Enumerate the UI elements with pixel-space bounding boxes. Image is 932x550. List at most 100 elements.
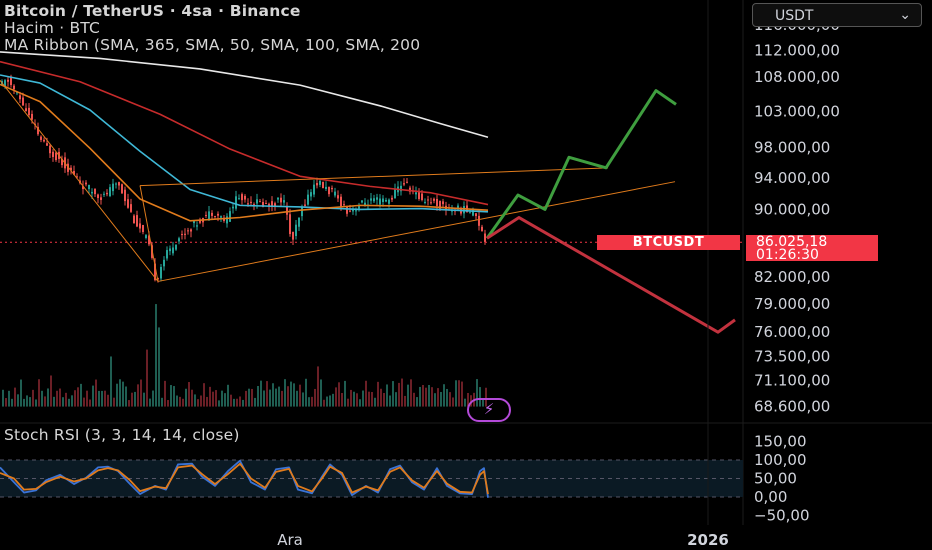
- volume-bar: [212, 391, 214, 407]
- volume-bar: [167, 400, 169, 407]
- volume-bar: [5, 398, 7, 407]
- volume-bar: [38, 379, 40, 407]
- volume-bar: [368, 391, 370, 407]
- volume-bar: [446, 388, 448, 407]
- chart-title: Bitcoin / TetherUS · 4sa · Binance: [4, 2, 301, 20]
- candle-body: [199, 220, 201, 223]
- candle-body: [235, 196, 237, 209]
- candle-body: [313, 184, 315, 195]
- volume-bar: [74, 390, 76, 407]
- volume-bar: [266, 381, 268, 407]
- candle-body: [241, 194, 243, 201]
- volume-bar: [179, 396, 181, 407]
- candle-body: [181, 233, 183, 235]
- volume-bar: [344, 380, 346, 407]
- candle-body: [124, 189, 126, 202]
- candle-body: [25, 108, 27, 112]
- candle-body: [253, 204, 255, 206]
- candle-body: [331, 187, 333, 190]
- volume-bar: [59, 388, 61, 407]
- volume-bar: [101, 390, 103, 407]
- volume-bar: [44, 396, 46, 407]
- volume-bar: [200, 395, 202, 407]
- candle-body: [13, 85, 15, 90]
- volume-bar: [317, 366, 319, 407]
- volume-bar: [77, 387, 79, 407]
- candle-body: [43, 139, 45, 142]
- volume-bar: [161, 397, 163, 407]
- volume-bar: [155, 304, 157, 407]
- volume-bar: [467, 392, 469, 407]
- volume-bar: [80, 383, 82, 407]
- lightning-icon[interactable]: ⚡: [467, 398, 511, 422]
- volume-bar: [272, 383, 274, 407]
- last-price-value: 86.025,18: [756, 234, 828, 250]
- candle-body: [115, 183, 117, 185]
- ma-line-sma-365: [0, 51, 489, 139]
- volume-bar: [350, 389, 352, 407]
- candle-body: [130, 204, 132, 212]
- volume-bar: [413, 392, 415, 407]
- volume-bar: [122, 381, 124, 407]
- volume-bar: [35, 399, 37, 407]
- volume-bar: [227, 384, 229, 407]
- candle-body: [70, 167, 72, 171]
- candle-body: [424, 201, 426, 203]
- candle-body: [232, 206, 234, 209]
- candle-body: [259, 201, 261, 203]
- volume-bar: [20, 379, 22, 407]
- volume-bar: [269, 389, 271, 407]
- candle-body: [307, 194, 309, 205]
- candle-body: [166, 250, 168, 259]
- volume-bar: [251, 388, 253, 407]
- candle-body: [250, 201, 252, 203]
- candle-body: [100, 197, 102, 200]
- candle-body: [205, 215, 207, 217]
- volume-bar: [299, 384, 301, 407]
- candle-body: [271, 201, 273, 207]
- candle-body: [430, 202, 432, 204]
- ma-line-sma-50: [0, 83, 489, 222]
- price-tick-label: 94.000,00: [754, 169, 830, 187]
- volume-bar: [293, 383, 295, 407]
- volume-bar: [110, 356, 112, 407]
- price-tick-label: 73.500,00: [754, 347, 830, 365]
- volume-bar: [53, 396, 55, 407]
- volume-bar: [95, 379, 97, 407]
- price-tick-label: 76.000,00: [754, 323, 830, 341]
- candle-body: [403, 183, 405, 185]
- volume-bar: [323, 399, 325, 407]
- volume-bar: [56, 390, 58, 407]
- volume-bar: [134, 391, 136, 407]
- volume-bar: [479, 387, 481, 407]
- currency-label: USDT: [775, 8, 814, 24]
- candle-body: [145, 235, 147, 239]
- candle-body: [49, 145, 51, 154]
- volume-bar: [341, 392, 343, 407]
- volume-bar: [152, 390, 154, 407]
- candle-body: [265, 203, 267, 205]
- volume-bar: [386, 384, 388, 407]
- candle-body: [340, 196, 342, 208]
- volume-bar: [476, 379, 478, 407]
- candle-body: [190, 229, 192, 232]
- volume-bar: [395, 392, 397, 407]
- currency-selector[interactable]: USDT ⌄: [752, 3, 922, 27]
- trend-line: [139, 167, 609, 187]
- candle-body: [451, 210, 453, 212]
- volume-bar: [173, 386, 175, 407]
- candle-body: [139, 223, 141, 229]
- price-tick-label: 90.000,00: [754, 200, 830, 218]
- candle-body: [364, 202, 366, 206]
- candle-body: [247, 203, 249, 205]
- candle-body: [40, 136, 42, 140]
- volume-bar: [221, 390, 223, 407]
- candle-body: [175, 244, 177, 250]
- ma-ribbon-legend: MA Ribbon (SMA, 365, SMA, 50, SMA, 100, …: [4, 36, 421, 54]
- volume-bar: [374, 397, 376, 407]
- time-tick-label: 2026: [687, 531, 729, 549]
- volume-bar: [176, 395, 178, 407]
- candle-body: [463, 206, 465, 214]
- candle-body: [406, 181, 408, 183]
